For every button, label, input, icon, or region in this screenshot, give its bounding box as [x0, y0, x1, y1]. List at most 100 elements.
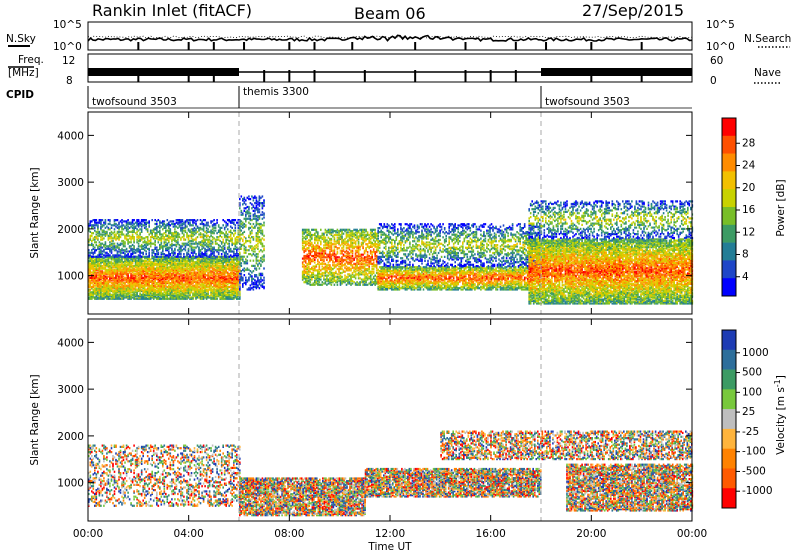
heatmap-cell	[302, 247, 304, 249]
heatmap-cell	[120, 298, 122, 300]
heatmap-cell	[93, 283, 95, 285]
heatmap-cell	[216, 276, 218, 278]
heatmap-cell	[228, 243, 230, 245]
heatmap-cell	[182, 290, 184, 292]
heatmap-cell	[106, 262, 108, 264]
heatmap-cell	[259, 209, 261, 211]
heatmap-cell	[154, 253, 156, 255]
heatmap-cell	[198, 269, 200, 271]
heatmap-cell	[262, 256, 264, 258]
heatmap-cell	[241, 223, 243, 225]
heatmap-cell	[111, 231, 113, 233]
nsky-series	[88, 35, 692, 50]
heatmap-cell	[112, 282, 114, 284]
heatmap-cell	[159, 279, 161, 281]
heatmap-cell	[317, 244, 319, 246]
heatmap-cell	[244, 248, 246, 250]
heatmap-cell	[135, 232, 137, 234]
heatmap-cell	[177, 253, 179, 255]
heatmap-cell	[323, 263, 325, 265]
nave-tick-bottom: 0	[710, 75, 717, 87]
heatmap-cell	[171, 252, 173, 254]
heatmap-cell	[204, 257, 206, 259]
heatmap-cell	[111, 247, 113, 249]
heatmap-cell	[94, 258, 96, 260]
heatmap-cell	[142, 290, 144, 292]
heatmap-cell	[118, 250, 120, 252]
heatmap-cell	[174, 261, 176, 263]
heatmap-cell	[164, 241, 166, 243]
heatmap-cell	[262, 243, 264, 245]
heatmap-cell	[306, 271, 308, 273]
heatmap-cell	[133, 265, 135, 267]
heatmap-cell	[141, 256, 143, 258]
heatmap-cell	[170, 282, 172, 284]
heatmap-cell	[241, 244, 243, 246]
heatmap-cell	[132, 248, 134, 250]
heatmap-cell	[124, 245, 126, 247]
heatmap-cell	[132, 219, 134, 221]
heatmap-cell	[242, 227, 244, 229]
heatmap-cell	[109, 265, 111, 267]
heatmap-cell	[239, 207, 241, 209]
heatmap-cell	[235, 230, 237, 232]
heatmap-cell	[241, 237, 243, 239]
heatmap-cell	[245, 247, 247, 249]
heatmap-cell	[248, 287, 250, 289]
heatmap-cell	[100, 219, 102, 221]
heatmap-cell	[207, 235, 209, 237]
heatmap-cell	[114, 245, 116, 247]
heatmap-cell	[93, 219, 95, 221]
heatmap-cell	[135, 294, 137, 296]
heatmap-cell	[200, 253, 202, 255]
heatmap-cell	[248, 253, 250, 255]
heatmap-cell	[150, 285, 152, 287]
heatmap-cell	[303, 269, 305, 271]
heatmap-cell	[156, 253, 158, 255]
heatmap-cell	[306, 280, 308, 282]
heatmap-cell	[129, 241, 131, 243]
heatmap-cell	[180, 227, 182, 229]
heatmap-cell	[136, 219, 138, 221]
heatmap-cell	[142, 252, 144, 254]
heatmap-cell	[111, 256, 113, 258]
heatmap-cell	[188, 253, 190, 255]
heatmap-cell	[241, 226, 243, 228]
heatmap-cell	[165, 298, 167, 300]
heatmap-cell	[317, 282, 319, 284]
heatmap-cell	[167, 243, 169, 245]
heatmap-cell	[256, 274, 258, 276]
heatmap-cell	[192, 239, 194, 241]
heatmap-cell	[150, 261, 152, 263]
heatmap-cell	[144, 247, 146, 249]
heatmap-cell	[235, 295, 237, 297]
heatmap-cell	[142, 224, 144, 226]
heatmap-cell	[322, 237, 324, 239]
heatmap-cell	[188, 241, 190, 243]
heatmap-cell	[212, 236, 214, 238]
heatmap-cell	[121, 222, 123, 224]
heatmap-cell	[247, 288, 249, 290]
heatmap-cell	[323, 250, 325, 252]
heatmap-cell	[213, 219, 215, 221]
heatmap-cell	[90, 277, 92, 279]
heatmap-cell	[248, 269, 250, 271]
heatmap-cell	[97, 222, 99, 224]
heatmap-cell	[118, 222, 120, 224]
heatmap-cell	[262, 261, 264, 263]
heatmap-cell	[96, 236, 98, 238]
heatmap-cell	[114, 231, 116, 233]
heatmap-cell	[242, 232, 244, 234]
heatmap-cell	[150, 258, 152, 260]
heatmap-cell	[154, 272, 156, 274]
heatmap-cell	[194, 247, 196, 249]
heatmap-cell	[162, 253, 164, 255]
heatmap-cell	[158, 287, 160, 289]
heatmap-cell	[200, 265, 202, 267]
heatmap-cell	[123, 240, 125, 242]
heatmap-cell	[177, 249, 179, 251]
heatmap-cell	[145, 253, 147, 255]
heatmap-cell	[96, 249, 98, 251]
heatmap-cell	[182, 227, 184, 229]
heatmap-cell	[206, 249, 208, 251]
